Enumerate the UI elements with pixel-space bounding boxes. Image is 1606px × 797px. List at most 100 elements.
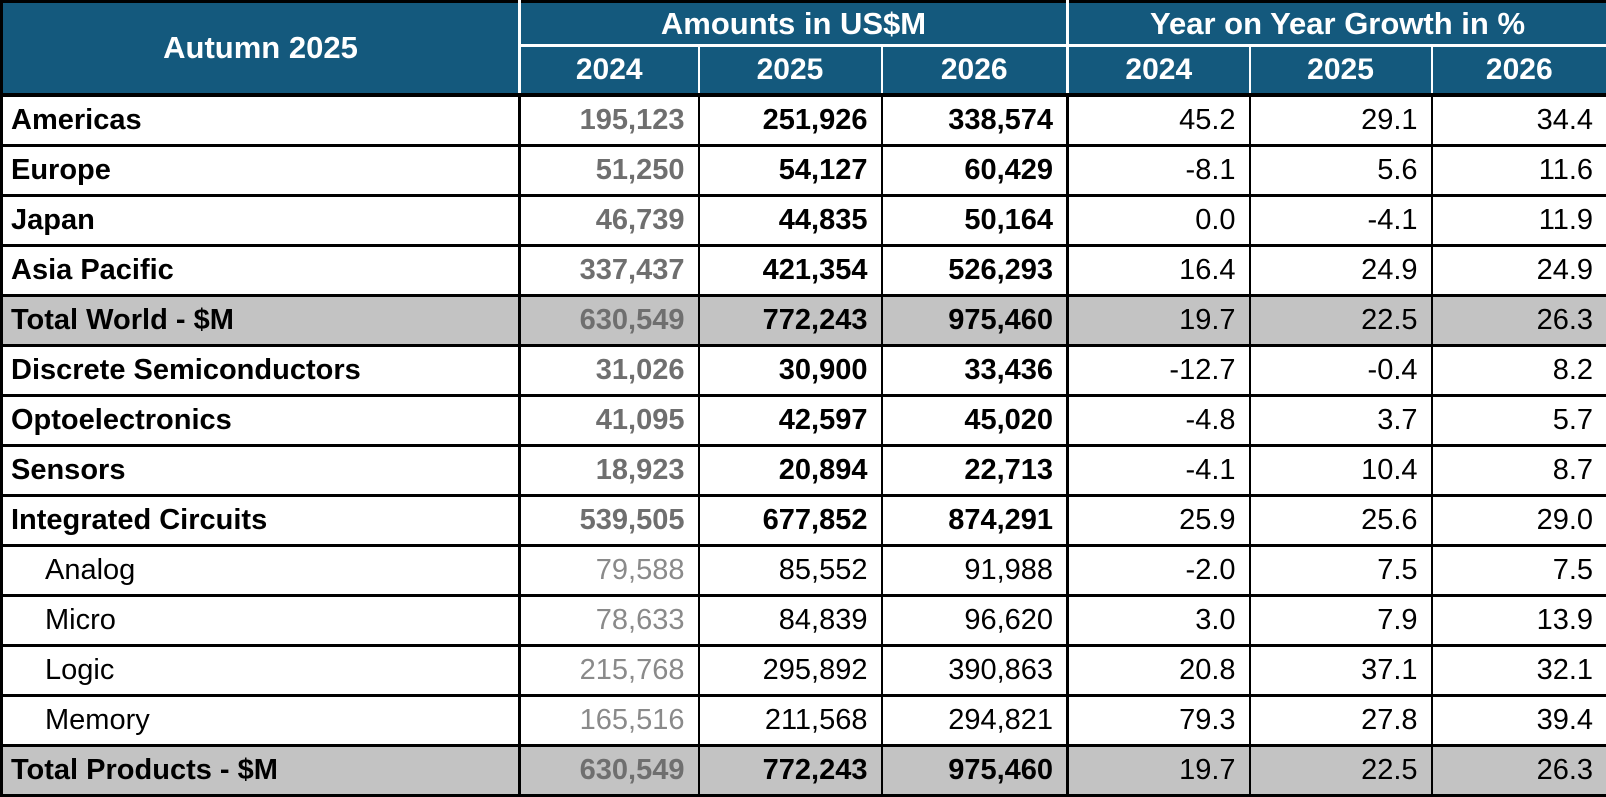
amount-2026-cell: 294,821 (882, 695, 1068, 745)
growth-year-2026-header: 2026 (1432, 46, 1606, 95)
table-header: Autumn 2025 Amounts in US$M Year on Year… (2, 2, 1606, 95)
growth-2026-cell: 8.2 (1432, 345, 1606, 395)
table-body: Americas 195,123 251,926 338,574 45.2 29… (2, 95, 1606, 796)
amount-2025-cell: 85,552 (699, 545, 882, 595)
row-label: Americas (2, 95, 520, 146)
amount-2025-cell: 295,892 (699, 645, 882, 695)
amount-2025-cell: 20,894 (699, 445, 882, 495)
growth-2025-cell: 22.5 (1250, 745, 1432, 795)
amount-2026-cell: 33,436 (882, 345, 1068, 395)
growth-2025-cell: 24.9 (1250, 245, 1432, 295)
growth-2024-cell: 20.8 (1068, 645, 1250, 695)
growth-2024-cell: 16.4 (1068, 245, 1250, 295)
amount-2024-cell: 215,768 (520, 645, 699, 695)
amount-2026-cell: 22,713 (882, 445, 1068, 495)
table-row-americas: Americas 195,123 251,926 338,574 45.2 29… (2, 95, 1606, 146)
row-label: Japan (2, 195, 520, 245)
growth-2026-cell: 5.7 (1432, 395, 1606, 445)
growth-2025-cell: 10.4 (1250, 445, 1432, 495)
growth-2024-cell: 0.0 (1068, 195, 1250, 245)
table-row-analog: Analog 79,588 85,552 91,988 -2.0 7.5 7.5 (2, 545, 1606, 595)
growth-2026-cell: 32.1 (1432, 645, 1606, 695)
amount-2025-cell: 44,835 (699, 195, 882, 245)
growth-2025-cell: 37.1 (1250, 645, 1432, 695)
table-row-optoelectronics: Optoelectronics 41,095 42,597 45,020 -4.… (2, 395, 1606, 445)
growth-2025-cell: 5.6 (1250, 145, 1432, 195)
amount-2026-cell: 91,988 (882, 545, 1068, 595)
amount-2024-cell: 31,026 (520, 345, 699, 395)
row-label: Micro (2, 595, 520, 645)
table-row-total-world: Total World - $M 630,549 772,243 975,460… (2, 295, 1606, 345)
amount-2024-cell: 41,095 (520, 395, 699, 445)
growth-2025-cell: 7.9 (1250, 595, 1432, 645)
table-row-logic: Logic 215,768 295,892 390,863 20.8 37.1 … (2, 645, 1606, 695)
table-row-sensors: Sensors 18,923 20,894 22,713 -4.1 10.4 8… (2, 445, 1606, 495)
growth-2025-cell: 7.5 (1250, 545, 1432, 595)
growth-2024-cell: 79.3 (1068, 695, 1250, 745)
growth-2024-cell: -12.7 (1068, 345, 1250, 395)
growth-2026-cell: 26.3 (1432, 745, 1606, 795)
growth-2026-cell: 13.9 (1432, 595, 1606, 645)
row-label: Discrete Semiconductors (2, 345, 520, 395)
growth-2026-cell: 24.9 (1432, 245, 1606, 295)
amount-2026-cell: 526,293 (882, 245, 1068, 295)
amount-2024-cell: 630,549 (520, 295, 699, 345)
growth-2026-cell: 11.9 (1432, 195, 1606, 245)
amount-2026-cell: 975,460 (882, 295, 1068, 345)
amount-2025-cell: 54,127 (699, 145, 882, 195)
amounts-year-2026-header: 2026 (882, 46, 1068, 95)
amount-2024-cell: 18,923 (520, 445, 699, 495)
amount-2026-cell: 45,020 (882, 395, 1068, 445)
row-label: Total World - $M (2, 295, 520, 345)
amount-2024-cell: 79,588 (520, 545, 699, 595)
growth-2026-cell: 26.3 (1432, 295, 1606, 345)
amount-2026-cell: 975,460 (882, 745, 1068, 795)
amount-2026-cell: 874,291 (882, 495, 1068, 545)
growth-year-2024-header: 2024 (1068, 46, 1250, 95)
amount-2026-cell: 96,620 (882, 595, 1068, 645)
amount-2024-cell: 539,505 (520, 495, 699, 545)
table-row-total-products: Total Products - $M 630,549 772,243 975,… (2, 745, 1606, 795)
growth-2025-cell: 29.1 (1250, 95, 1432, 146)
growth-2024-cell: 19.7 (1068, 295, 1250, 345)
amount-2024-cell: 46,739 (520, 195, 699, 245)
row-label: Optoelectronics (2, 395, 520, 445)
row-label: Logic (2, 645, 520, 695)
table-row-europe: Europe 51,250 54,127 60,429 -8.1 5.6 11.… (2, 145, 1606, 195)
amount-2024-cell: 337,437 (520, 245, 699, 295)
amount-2025-cell: 772,243 (699, 295, 882, 345)
growth-2024-cell: -4.1 (1068, 445, 1250, 495)
row-label: Sensors (2, 445, 520, 495)
amounts-year-2024-header: 2024 (520, 46, 699, 95)
growth-2024-cell: -4.8 (1068, 395, 1250, 445)
amount-2025-cell: 677,852 (699, 495, 882, 545)
growth-year-2025-header: 2025 (1250, 46, 1432, 95)
row-label: Europe (2, 145, 520, 195)
amount-2025-cell: 30,900 (699, 345, 882, 395)
growth-2026-cell: 29.0 (1432, 495, 1606, 545)
amount-2026-cell: 50,164 (882, 195, 1068, 245)
growth-2025-cell: -0.4 (1250, 345, 1432, 395)
row-label: Memory (2, 695, 520, 745)
growth-2026-cell: 11.6 (1432, 145, 1606, 195)
growth-2026-cell: 8.7 (1432, 445, 1606, 495)
amount-2025-cell: 421,354 (699, 245, 882, 295)
growth-2024-cell: 45.2 (1068, 95, 1250, 146)
row-label: Integrated Circuits (2, 495, 520, 545)
report-title: Autumn 2025 (2, 2, 520, 95)
growth-2025-cell: 25.6 (1250, 495, 1432, 545)
growth-2026-cell: 39.4 (1432, 695, 1606, 745)
table-row-memory: Memory 165,516 211,568 294,821 79.3 27.8… (2, 695, 1606, 745)
amount-2025-cell: 772,243 (699, 745, 882, 795)
growth-2024-cell: 19.7 (1068, 745, 1250, 795)
growth-2024-cell: -2.0 (1068, 545, 1250, 595)
row-label: Asia Pacific (2, 245, 520, 295)
amount-2026-cell: 60,429 (882, 145, 1068, 195)
amount-2025-cell: 251,926 (699, 95, 882, 146)
amount-2026-cell: 390,863 (882, 645, 1068, 695)
growth-2026-cell: 34.4 (1432, 95, 1606, 146)
amount-2024-cell: 630,549 (520, 745, 699, 795)
amount-2025-cell: 84,839 (699, 595, 882, 645)
amounts-group-header: Amounts in US$M (520, 2, 1068, 46)
wsts-forecast-page: Autumn 2025 Amounts in US$M Year on Year… (0, 0, 1606, 761)
